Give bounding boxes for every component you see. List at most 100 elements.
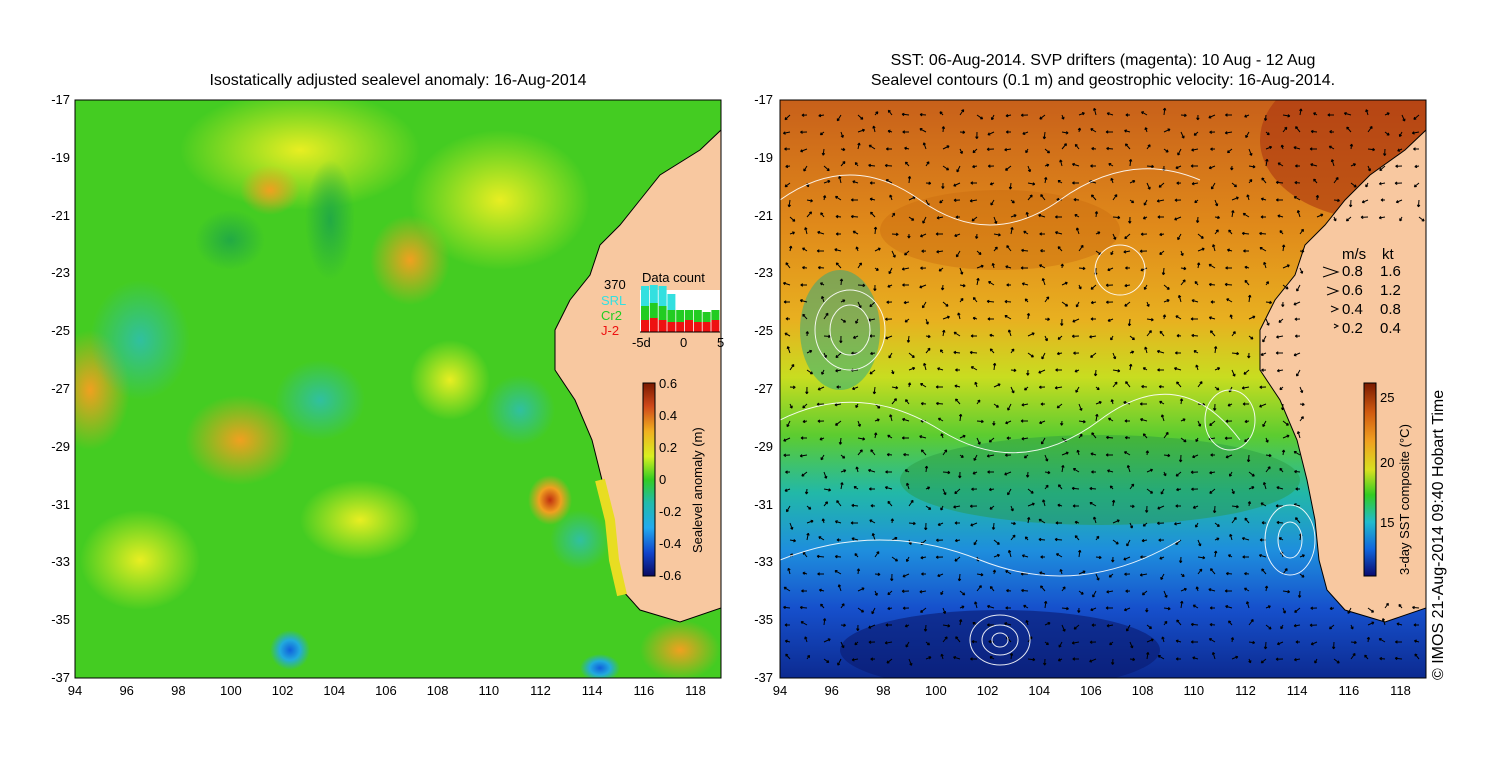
velocity-arrow xyxy=(1214,229,1219,235)
velocity-arrow xyxy=(959,454,964,458)
velocity-arrow xyxy=(1027,165,1032,173)
velocity-arrow xyxy=(989,348,995,354)
velocity-arrow xyxy=(1296,431,1301,439)
velocity-arrow xyxy=(857,301,862,309)
velocity-arrow xyxy=(1077,607,1081,613)
velocity-arrow xyxy=(1293,658,1301,662)
data-count-bar xyxy=(658,320,667,332)
velocity-arrow xyxy=(1281,449,1286,456)
velocity-arrow xyxy=(1040,402,1046,406)
velocity-arrow xyxy=(972,164,978,169)
velocity-arrow xyxy=(1214,215,1220,220)
velocity-arrow xyxy=(1110,658,1115,665)
velocity-arrow xyxy=(1142,522,1148,527)
velocity-arrow xyxy=(907,176,912,184)
velocity-arrow xyxy=(1126,464,1131,473)
velocity-arrow xyxy=(986,299,995,304)
velocity-arrow xyxy=(1094,211,1099,218)
velocity-arrow xyxy=(1175,657,1182,661)
velocity-arrow xyxy=(1044,335,1049,342)
velocity-arrow xyxy=(1038,385,1046,389)
velocity-arrow xyxy=(1141,538,1148,543)
velocity-arrow xyxy=(1044,148,1051,154)
velocity-arrow xyxy=(1059,159,1063,167)
velocity-arrow xyxy=(789,231,795,235)
velocity-arrow xyxy=(1072,181,1080,185)
velocity-arrow xyxy=(1146,624,1153,630)
velocity-arrow xyxy=(907,233,911,239)
velocity-arrow xyxy=(1040,437,1046,445)
velocity-arrow xyxy=(970,181,978,185)
velocity-arrow xyxy=(902,283,910,287)
velocity-arrow xyxy=(1039,264,1046,269)
velocity-arrow xyxy=(1007,329,1012,337)
velocity-arrow xyxy=(891,398,897,405)
velocity-arrow xyxy=(1343,111,1352,116)
velocity-arrow xyxy=(1395,199,1403,204)
velocity-arrow xyxy=(884,317,893,321)
velocity-arrow xyxy=(1061,114,1065,120)
velocity-arrow xyxy=(1074,520,1080,525)
velocity-arrow xyxy=(1010,534,1016,541)
velocity-arrow xyxy=(1248,164,1256,169)
velocity-arrow xyxy=(1005,130,1012,134)
velocity-arrow xyxy=(1162,107,1167,116)
velocity-arrow xyxy=(1044,163,1050,167)
velocity-arrow xyxy=(1038,537,1046,542)
velocity-arrow xyxy=(1411,131,1420,135)
velocity-arrow xyxy=(1091,432,1097,439)
right-x-tick: 116 xyxy=(1338,683,1360,698)
velocity-arrow xyxy=(1129,657,1136,662)
velocity-arrow xyxy=(1248,619,1254,626)
velocity-arrow xyxy=(1210,147,1216,151)
data-count-xtick-3: 5 xyxy=(717,335,725,350)
velocity-arrow xyxy=(1346,126,1352,133)
velocity-arrow xyxy=(1398,131,1403,138)
velocity-arrow xyxy=(1229,314,1233,320)
velocity-arrow xyxy=(1195,586,1199,592)
velocity-arrow xyxy=(805,386,809,395)
velocity-arrow xyxy=(1209,330,1216,337)
velocity-arrow xyxy=(1265,300,1272,305)
velocity-arrow xyxy=(1192,505,1199,509)
velocity-arrow xyxy=(958,471,962,479)
velocity-arrow xyxy=(1265,281,1269,286)
velocity-arrow xyxy=(784,639,791,643)
velocity-arrow xyxy=(1279,230,1284,235)
data-count-bar xyxy=(685,320,693,332)
velocity-arrow xyxy=(1044,641,1049,646)
velocity-arrow xyxy=(806,349,813,354)
velocity-arrow xyxy=(901,112,910,117)
velocity-arrow xyxy=(955,368,961,372)
velocity-arrow xyxy=(988,437,995,443)
velocity-arrow xyxy=(1197,247,1205,252)
velocity-arrow xyxy=(1004,314,1012,320)
velocity-arrow xyxy=(942,449,948,456)
velocity-arrow xyxy=(1309,623,1318,627)
velocity-arrow xyxy=(1095,413,1099,422)
velocity-arrow xyxy=(959,590,966,596)
velocity-arrow xyxy=(1401,114,1406,122)
velocity-arrow xyxy=(1177,148,1182,156)
velocity-arrow xyxy=(1315,194,1320,201)
velocity-arrow xyxy=(885,470,893,474)
velocity-arrow xyxy=(1025,211,1029,218)
velocity-arrow xyxy=(786,420,791,428)
velocity-arrow xyxy=(869,519,876,524)
velocity-arrow xyxy=(1259,246,1267,252)
velocity-arrow xyxy=(1143,199,1148,206)
velocity-arrow xyxy=(988,281,995,286)
velocity-arrow xyxy=(1129,179,1136,184)
velocity-arrow xyxy=(1089,658,1097,663)
velocity-arrow xyxy=(840,299,846,303)
velocity-arrow xyxy=(1197,539,1202,547)
velocity-arrow xyxy=(1105,300,1114,304)
velocity-arrow xyxy=(802,419,808,424)
velocity-arrow xyxy=(1075,227,1080,235)
velocity-arrow xyxy=(1211,651,1216,660)
data-count-bar xyxy=(711,320,720,332)
velocity-arrow xyxy=(784,623,791,627)
velocity-arrow xyxy=(986,147,995,151)
velocity-arrow xyxy=(1348,199,1353,208)
velocity-arrow xyxy=(1213,550,1218,558)
